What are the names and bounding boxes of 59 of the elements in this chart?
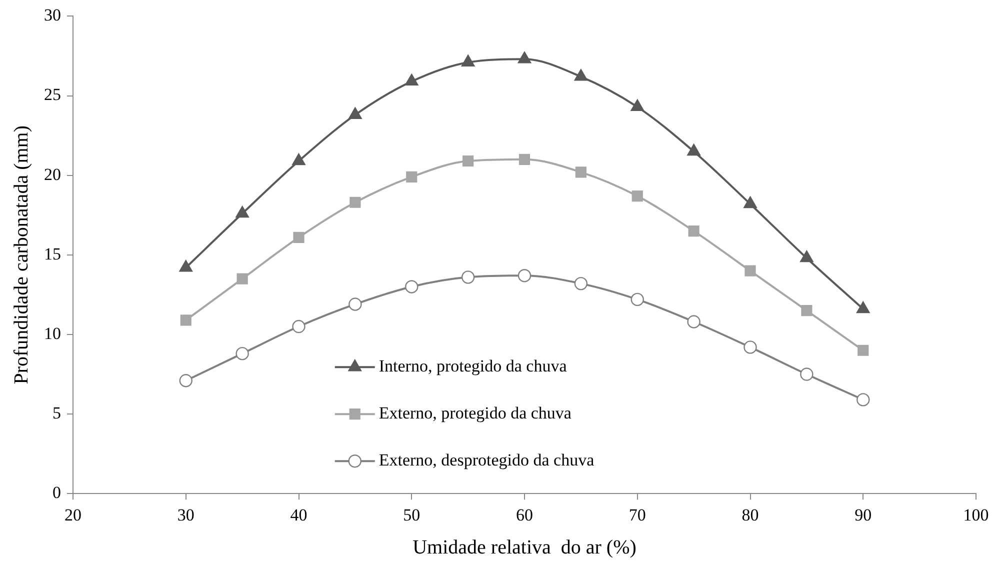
y-tick-label: 5 [52,404,61,422]
point [292,153,306,166]
legend-label: Interno, protegido da chuva [378,356,568,376]
point [236,273,248,284]
point [801,305,812,316]
point [744,196,757,208]
x-tick-label: 60 [516,505,533,524]
x-tick-label: 90 [854,505,872,524]
point [800,368,814,381]
point [687,144,700,156]
point [404,74,418,86]
point [688,225,700,237]
y-axis-title: Profundidade carbonatada (mm) [10,126,32,384]
point [293,232,304,243]
point [575,166,586,178]
y-tick-label: 20 [44,164,61,184]
point [744,265,756,276]
point [406,171,418,182]
x-axis-title: Umidade relativa do ar (%) [412,536,636,558]
point [350,196,361,208]
point [461,54,475,66]
point [856,393,870,406]
point [574,69,588,81]
point [236,206,249,218]
point [630,99,644,112]
x-tick-label: 100 [963,505,989,524]
point [518,154,530,165]
legend-label: Externo, desprotegido da chuva [378,450,595,470]
x-tick-label: 50 [403,505,420,524]
y-tick-label: 30 [44,6,61,25]
point [687,315,700,328]
legend-label: Externo, protegido da chuva [378,404,572,423]
point [630,292,644,306]
point [179,260,193,272]
point [632,190,643,202]
point [180,314,192,326]
y-tick-label: 25 [44,85,61,104]
point [348,298,362,311]
point [518,268,532,282]
y-tick-label: 15 [44,244,61,264]
point [348,107,362,119]
point [574,276,588,290]
x-tick-label: 80 [742,505,759,524]
x-tick-label: 20 [64,505,82,524]
x-tick-label: 40 [290,505,308,524]
y-tick-label: 0 [52,483,61,502]
x-tick-label: 30 [177,505,194,524]
point [461,270,475,284]
point [292,320,306,334]
x-tick-label: 70 [628,505,646,524]
y-tick-label: 10 [44,324,61,343]
point [858,344,869,356]
point [800,250,814,262]
point [744,340,757,354]
point [179,374,192,388]
point [462,155,474,167]
point [405,280,418,294]
point [518,52,532,64]
point [236,346,249,360]
